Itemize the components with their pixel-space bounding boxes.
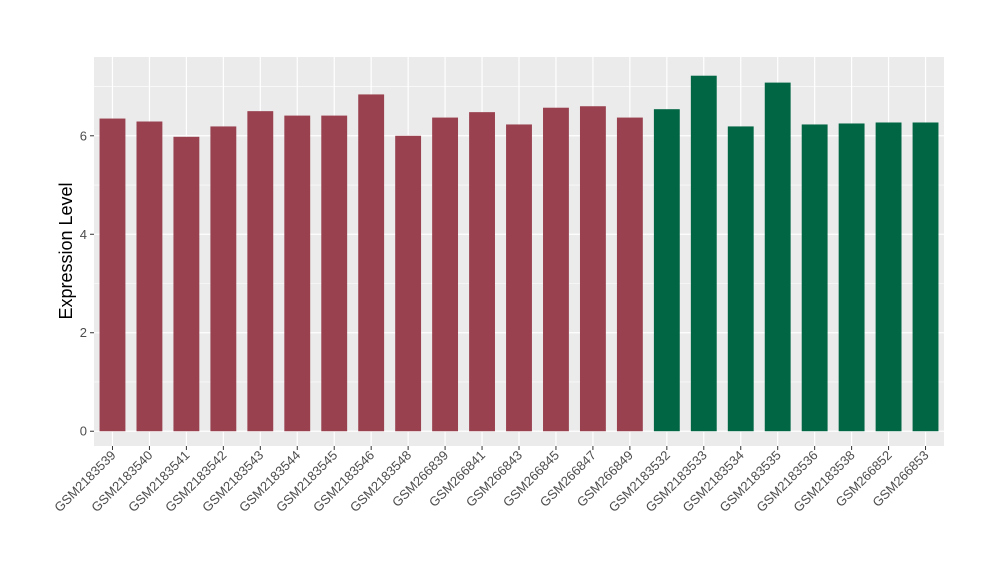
bar-GSM266841: [469, 112, 495, 432]
bar-GSM266839: [432, 117, 459, 432]
bar-GSM2183532: [653, 109, 680, 432]
bar-GSM266843: [506, 124, 532, 432]
bar-GSM2183545: [321, 115, 348, 432]
bar-GSM2183543: [247, 111, 274, 432]
x-axis: GSM2183539GSM2183540GSM2183541GSM2183542…: [51, 446, 932, 515]
y-tick-label: 6: [80, 128, 87, 143]
bar-GSM2183548: [395, 135, 422, 432]
bar-GSM266849: [616, 117, 643, 432]
bar-GSM2183535: [764, 82, 791, 432]
bar-GSM2183533: [690, 75, 717, 432]
y-axis: 0 2 4 6: [80, 128, 94, 439]
bar-GSM2183544: [284, 115, 311, 432]
bar-GSM2183536: [801, 124, 828, 432]
bar-GSM2183538: [838, 123, 865, 432]
bar-GSM2183546: [358, 94, 385, 432]
bar-GSM266853: [912, 122, 939, 432]
bar-GSM266847: [579, 106, 606, 432]
y-tick-label: 2: [80, 325, 87, 340]
bar-GSM2183540: [136, 121, 163, 432]
y-tick-label: 0: [80, 424, 87, 439]
bar-GSM2183541: [173, 136, 200, 432]
bars: [99, 75, 939, 432]
y-axis-title: Expression Level: [56, 182, 76, 319]
bar-GSM2183534: [727, 126, 754, 432]
bar-GSM266845: [543, 107, 569, 432]
y-tick-label: 4: [80, 227, 87, 242]
bar-GSM266852: [875, 122, 902, 432]
bar-GSM2183542: [210, 126, 237, 432]
bar-GSM2183539: [99, 118, 126, 432]
